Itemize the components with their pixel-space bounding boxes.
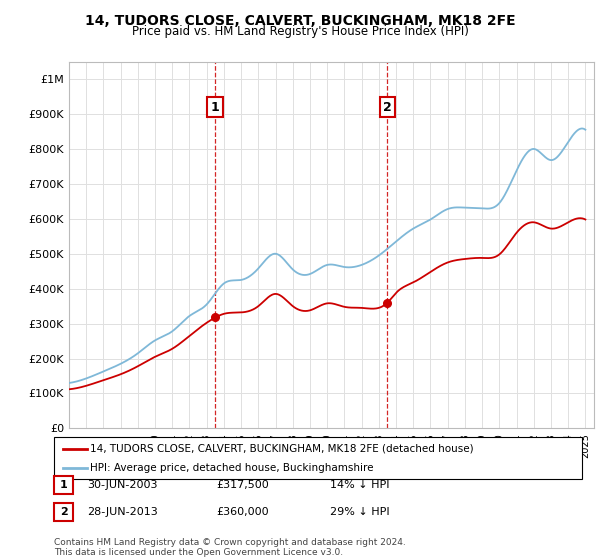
Text: 14, TUDORS CLOSE, CALVERT, BUCKINGHAM, MK18 2FE: 14, TUDORS CLOSE, CALVERT, BUCKINGHAM, M… (85, 14, 515, 28)
Text: 1: 1 (211, 100, 220, 114)
Text: 28-JUN-2013: 28-JUN-2013 (87, 507, 158, 517)
Text: 2: 2 (383, 100, 392, 114)
Text: 1: 1 (60, 480, 67, 490)
Text: £317,500: £317,500 (216, 480, 269, 490)
Text: 14% ↓ HPI: 14% ↓ HPI (330, 480, 389, 490)
Text: Price paid vs. HM Land Registry's House Price Index (HPI): Price paid vs. HM Land Registry's House … (131, 25, 469, 38)
Text: 2: 2 (60, 507, 67, 517)
Text: 14, TUDORS CLOSE, CALVERT, BUCKINGHAM, MK18 2FE (detached house): 14, TUDORS CLOSE, CALVERT, BUCKINGHAM, M… (90, 444, 473, 454)
Text: HPI: Average price, detached house, Buckinghamshire: HPI: Average price, detached house, Buck… (90, 463, 373, 473)
Text: Contains HM Land Registry data © Crown copyright and database right 2024.
This d: Contains HM Land Registry data © Crown c… (54, 538, 406, 557)
Text: 29% ↓ HPI: 29% ↓ HPI (330, 507, 389, 517)
Text: 30-JUN-2003: 30-JUN-2003 (87, 480, 157, 490)
Text: £360,000: £360,000 (216, 507, 269, 517)
